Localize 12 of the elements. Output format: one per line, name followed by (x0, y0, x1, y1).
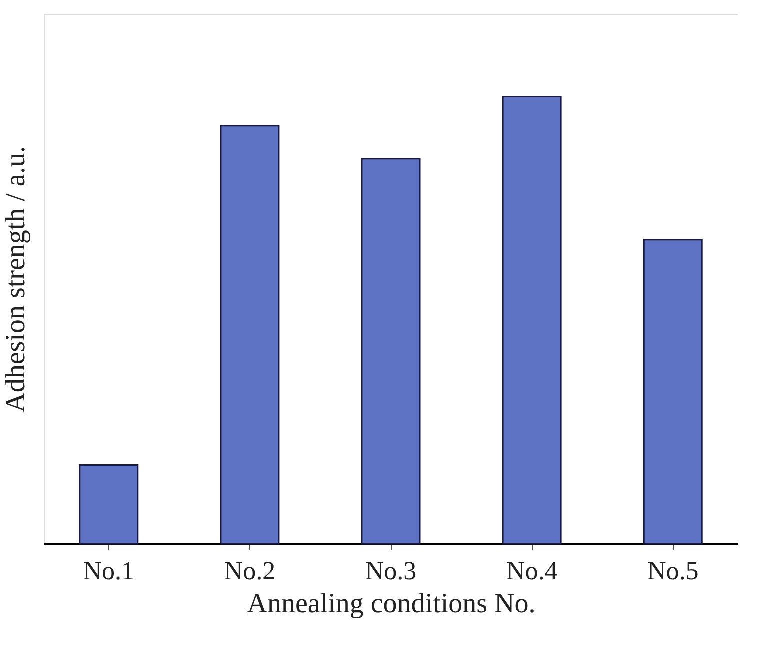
bar (220, 125, 280, 545)
x-tick-label: No.2 (224, 556, 276, 586)
x-tick-label: No.1 (83, 556, 135, 586)
y-axis-title: Adhesion strength / a.u. (0, 146, 32, 413)
x-tick-label: No.5 (647, 556, 699, 586)
bar (502, 96, 562, 545)
bar (79, 464, 139, 545)
bar (361, 158, 421, 545)
x-tick-label: No.3 (365, 556, 417, 586)
x-axis-title: Annealing conditions No. (247, 588, 536, 620)
bar (643, 239, 703, 545)
x-tick-label: No.4 (506, 556, 558, 586)
